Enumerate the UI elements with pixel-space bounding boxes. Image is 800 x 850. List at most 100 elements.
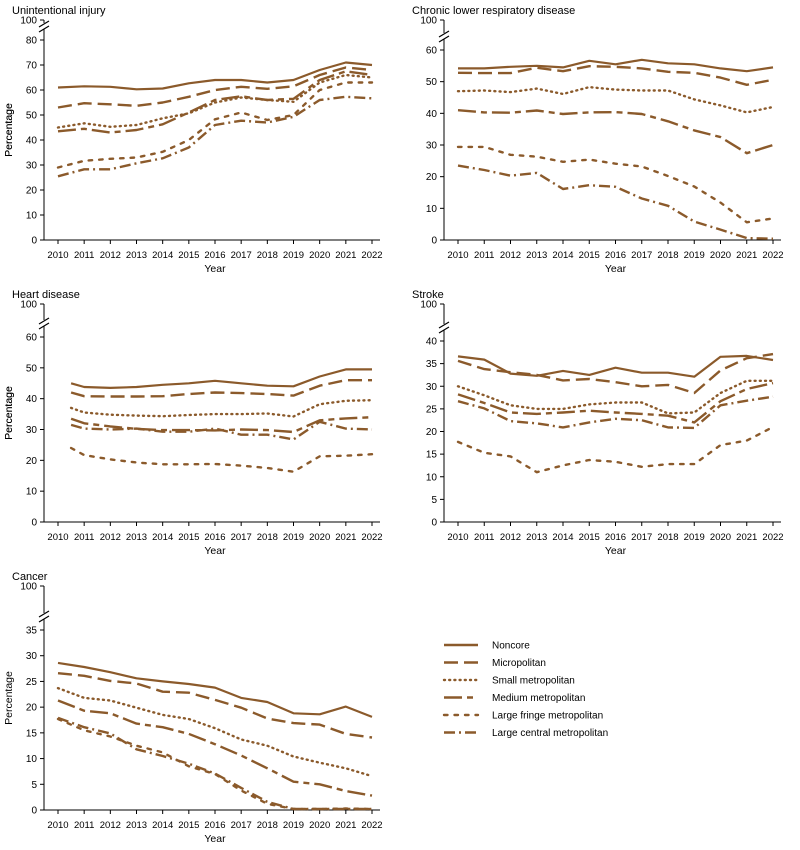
series-line-small-metropolitan xyxy=(69,399,374,418)
y-tick-label: 0 xyxy=(31,236,37,247)
x-tick-label: 2014 xyxy=(552,250,573,261)
x-tick-label: 2017 xyxy=(231,250,252,261)
x-tick-label: 2017 xyxy=(631,532,652,543)
series-line-large-central-metropolitan xyxy=(457,164,774,240)
series-line-large-central-metropolitan xyxy=(57,716,372,811)
legend-label: Micropolitan xyxy=(492,658,546,669)
axis-break-mark xyxy=(38,25,50,33)
y-tick-label: 30 xyxy=(26,425,38,436)
x-tick-label: 2017 xyxy=(231,532,252,543)
y-tick-label: 10 xyxy=(26,487,38,498)
series-line-medium-metropolitan xyxy=(57,70,373,134)
axis-break-mark xyxy=(38,20,50,28)
chart-title: Chronic lower respiratory disease xyxy=(412,5,575,17)
x-tick-label: 2018 xyxy=(257,250,278,261)
x-tick-label: 2012 xyxy=(500,250,521,261)
x-axis-label: Year xyxy=(204,545,226,557)
x-tick-label: 2016 xyxy=(204,820,225,831)
x-tick-label: 2015 xyxy=(579,250,600,261)
y-tick-label: 80 xyxy=(26,36,38,47)
series-line-large-fringe-metropolitan xyxy=(456,425,775,474)
x-tick-label: 2020 xyxy=(309,250,330,261)
axis-break-mark xyxy=(438,326,450,334)
series-line-medium-metropolitan xyxy=(457,109,774,155)
y-tick-label: 50 xyxy=(26,363,38,374)
chart-title: Stroke xyxy=(412,289,444,301)
y-axis-label: Percentage xyxy=(3,671,15,725)
y-tick-label: 60 xyxy=(426,46,438,57)
x-tick-label: 2019 xyxy=(684,532,705,543)
x-tick-label: 2011 xyxy=(474,532,494,543)
chart-title: Unintentional injury xyxy=(12,5,106,17)
y-tick-label: 60 xyxy=(26,86,38,97)
y-tick-label: 40 xyxy=(426,109,438,120)
series-line-medium-metropolitan xyxy=(457,381,774,424)
y-tick-label: 25 xyxy=(26,677,38,688)
x-tick-label: 2014 xyxy=(152,532,173,543)
x-tick-label: 2019 xyxy=(283,532,304,543)
x-tick-label: 2020 xyxy=(309,820,330,831)
y-tick-label: 40 xyxy=(26,394,38,405)
x-tick-label: 2012 xyxy=(100,820,121,831)
series-line-noncore xyxy=(458,58,774,73)
x-tick-label: 2020 xyxy=(710,532,731,543)
series-line-large-fringe-metropolitan xyxy=(56,717,374,811)
x-axis-label: Year xyxy=(605,545,627,557)
axis-break-mark xyxy=(38,322,50,330)
x-tick-label: 2015 xyxy=(178,250,199,261)
y-axis-label: Percentage xyxy=(3,103,15,157)
x-tick-label: 2013 xyxy=(126,250,147,261)
y-tick-label: 50 xyxy=(426,77,438,88)
axis-break-mark xyxy=(38,615,50,623)
x-tick-label: 2013 xyxy=(126,532,147,543)
y-tick-label: 30 xyxy=(426,141,438,152)
series-line-medium-metropolitan xyxy=(70,416,373,434)
series-line-small-metropolitan xyxy=(56,73,374,129)
y-tick-label: 10 xyxy=(426,204,438,215)
x-tick-label: 2018 xyxy=(257,532,278,543)
y-tick-label: 10 xyxy=(26,211,38,222)
y-tick-label: 20 xyxy=(26,456,38,467)
y-axis-label: Percentage xyxy=(3,386,15,440)
x-tick-label: 2021 xyxy=(736,532,757,543)
y-tick-label: 100 xyxy=(420,300,437,311)
y-tick-label: 100 xyxy=(20,582,37,593)
legend-label: Medium metropolitan xyxy=(492,693,585,704)
x-tick-label: 2018 xyxy=(657,532,678,543)
y-tick-label: 0 xyxy=(31,518,37,529)
y-tick-label: 20 xyxy=(26,703,38,714)
x-tick-label: 2010 xyxy=(447,250,468,261)
x-tick-label: 2018 xyxy=(657,250,678,261)
legend-label: Small metropolitan xyxy=(492,676,575,687)
x-tick-label: 2016 xyxy=(204,250,225,261)
y-tick-label: 60 xyxy=(26,333,38,344)
x-tick-label: 2013 xyxy=(126,820,147,831)
series-line-noncore xyxy=(57,661,373,718)
y-tick-label: 10 xyxy=(26,754,38,765)
x-tick-label: 2020 xyxy=(710,250,731,261)
x-tick-label: 2019 xyxy=(283,250,304,261)
y-tick-label: 15 xyxy=(26,728,38,739)
axis-break-mark xyxy=(438,321,450,329)
y-axis-label: Percentage xyxy=(3,103,15,157)
x-tick-label: 2010 xyxy=(47,250,68,261)
series-line-large-central-metropolitan xyxy=(57,95,373,178)
y-tick-label: 35 xyxy=(26,626,38,637)
x-tick-label: 2017 xyxy=(631,250,652,261)
x-axis-label: Year xyxy=(204,263,226,275)
axis-break-mark xyxy=(38,317,50,325)
x-tick-label: 2022 xyxy=(762,250,783,261)
y-tick-label: 20 xyxy=(26,186,38,197)
y-tick-label: 20 xyxy=(426,427,438,438)
x-tick-label: 2014 xyxy=(152,250,173,261)
series-line-large-fringe-metropolitan xyxy=(56,81,374,169)
x-tick-label: 2013 xyxy=(526,250,547,261)
series-line-micropolitan xyxy=(57,672,373,739)
x-tick-label: 2013 xyxy=(526,532,547,543)
x-tick-label: 2022 xyxy=(762,532,783,543)
x-tick-label: 2018 xyxy=(257,820,278,831)
axis-break-mark xyxy=(38,610,50,618)
y-tick-label: 100 xyxy=(420,16,437,27)
x-tick-label: 2016 xyxy=(204,532,225,543)
